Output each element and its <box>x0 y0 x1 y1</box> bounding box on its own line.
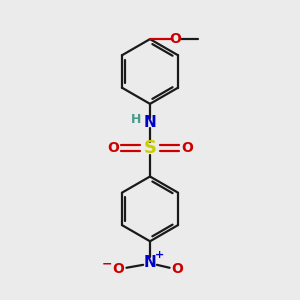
Text: O: O <box>182 141 193 155</box>
Text: +: + <box>155 250 164 260</box>
Text: O: O <box>169 32 181 46</box>
Text: S: S <box>143 139 157 157</box>
Text: N: N <box>144 115 156 130</box>
Text: O: O <box>113 262 124 276</box>
Text: −: − <box>102 257 112 270</box>
Text: N: N <box>144 255 156 270</box>
Text: O: O <box>172 262 183 276</box>
Text: O: O <box>107 141 118 155</box>
Text: H: H <box>131 113 141 126</box>
